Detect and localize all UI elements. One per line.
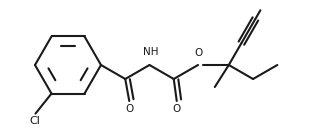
Text: O: O [125, 104, 133, 114]
Text: Cl: Cl [29, 116, 40, 126]
Text: NH: NH [143, 47, 158, 57]
Text: O: O [173, 104, 181, 114]
Text: O: O [195, 48, 203, 58]
